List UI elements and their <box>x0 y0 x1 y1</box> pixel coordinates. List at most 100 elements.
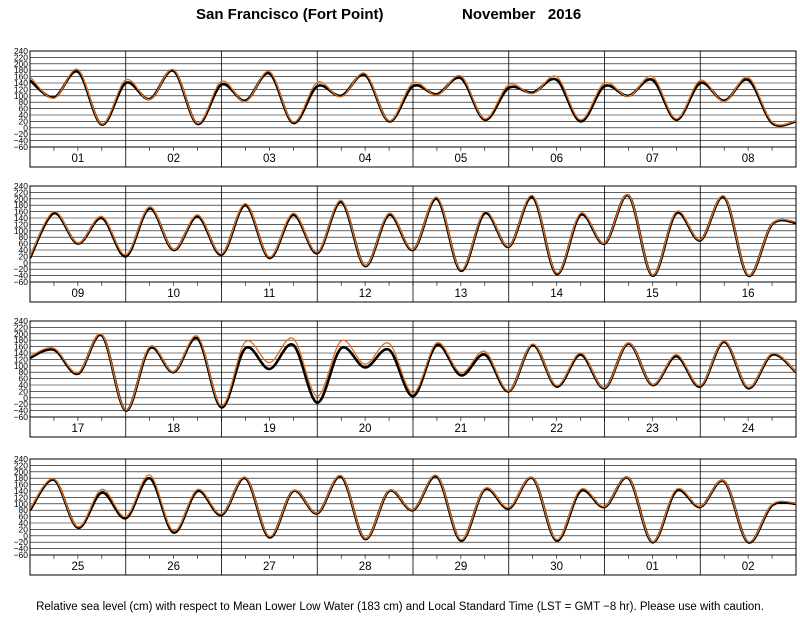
day-label: 23 <box>646 423 659 435</box>
y-tick-label: 240 <box>14 454 28 464</box>
y-tick-label: 40 <box>19 245 29 255</box>
y-tick-label: −60 <box>14 142 29 152</box>
y-tick-label: 220 <box>14 460 28 470</box>
day-label: 30 <box>550 561 563 573</box>
y-tick-label: 160 <box>14 72 28 82</box>
day-label: 06 <box>550 153 563 165</box>
y-tick-label: 120 <box>14 219 28 229</box>
day-label: 13 <box>454 288 467 300</box>
y-tick-label: 200 <box>14 329 28 339</box>
day-label: 18 <box>167 423 180 435</box>
period-label: November 2016 <box>462 6 582 23</box>
day-label: 29 <box>454 561 467 573</box>
y-tick-label: 200 <box>14 467 28 477</box>
y-tick-label: −20 <box>14 399 29 409</box>
y-tick-label: 140 <box>14 78 28 88</box>
y-tick-label: 20 <box>19 386 29 396</box>
day-label: 02 <box>167 153 180 165</box>
y-tick-label: 140 <box>14 348 28 358</box>
day-label: 12 <box>359 288 372 300</box>
y-tick-label: 200 <box>14 59 28 69</box>
y-tick-label: −60 <box>14 550 29 560</box>
tide-panel-1: 240220200180160140120100806040200−20−40−… <box>14 46 797 168</box>
day-label: 08 <box>742 153 755 165</box>
y-tick-label: 20 <box>19 251 29 261</box>
day-label: 20 <box>359 423 372 435</box>
y-tick-label: 60 <box>19 374 29 384</box>
day-label: 07 <box>646 153 659 165</box>
day-label: 14 <box>550 288 563 300</box>
y-tick-label: −40 <box>14 406 29 416</box>
day-label: 16 <box>742 288 755 300</box>
y-tick-label: 120 <box>14 492 28 502</box>
y-tick-label: 140 <box>14 486 28 496</box>
y-tick-label: 40 <box>19 110 29 120</box>
y-tick-label: 20 <box>19 116 29 126</box>
day-label: 25 <box>71 561 84 573</box>
y-tick-label: −40 <box>14 136 29 146</box>
y-tick-label: 0 <box>23 531 28 541</box>
y-tick-label: 60 <box>19 104 29 114</box>
day-label: 28 <box>359 561 372 573</box>
day-label: 02 <box>742 561 755 573</box>
y-tick-label: 180 <box>14 335 28 345</box>
y-tick-label: 40 <box>19 518 29 528</box>
day-label: 05 <box>454 153 467 165</box>
y-tick-label: 160 <box>14 207 28 217</box>
y-tick-label: 200 <box>14 194 28 204</box>
y-tick-label: 80 <box>19 232 29 242</box>
y-tick-label: 0 <box>23 123 28 133</box>
predicted-series-line <box>30 194 796 276</box>
y-tick-label: −20 <box>14 129 29 139</box>
y-tick-label: −60 <box>14 277 29 287</box>
day-label: 24 <box>742 423 755 435</box>
y-tick-label: −20 <box>14 537 29 547</box>
y-tick-label: 80 <box>19 367 29 377</box>
chart-title: San Francisco (Fort Point) November 2016 <box>0 6 800 26</box>
y-tick-label: 180 <box>14 473 28 483</box>
day-label: 15 <box>646 288 659 300</box>
y-tick-label: 0 <box>23 393 28 403</box>
y-tick-label: 180 <box>14 200 28 210</box>
day-label: 09 <box>71 288 84 300</box>
y-tick-label: 60 <box>19 239 29 249</box>
predicted-series-line <box>30 333 796 411</box>
station-name: San Francisco (Fort Point) <box>196 6 384 23</box>
y-tick-label: 220 <box>14 187 28 197</box>
y-tick-label: −60 <box>14 412 29 422</box>
day-label: 19 <box>263 423 276 435</box>
y-tick-label: 100 <box>14 91 28 101</box>
y-tick-label: 20 <box>19 524 29 534</box>
tide-chart: 240220200180160140120100806040200−20−40−… <box>14 46 797 576</box>
y-tick-label: 180 <box>14 65 28 75</box>
y-tick-label: 60 <box>19 512 29 522</box>
day-label: 27 <box>263 561 276 573</box>
y-tick-label: 100 <box>14 361 28 371</box>
y-tick-label: 0 <box>23 258 28 268</box>
day-label: 11 <box>263 288 275 300</box>
y-tick-label: 40 <box>19 380 29 390</box>
day-label: 22 <box>550 423 563 435</box>
tide-panel-3: 240220200180160140120100806040200−20−40−… <box>14 316 797 438</box>
predicted-series-line <box>30 474 796 543</box>
y-tick-label: 240 <box>14 181 28 191</box>
day-label: 21 <box>454 423 467 435</box>
day-label: 17 <box>71 423 84 435</box>
y-tick-label: 80 <box>19 505 29 515</box>
y-tick-label: 140 <box>14 213 28 223</box>
y-tick-label: 120 <box>14 84 28 94</box>
y-tick-label: 240 <box>14 46 28 56</box>
day-label: 04 <box>359 153 372 165</box>
y-tick-label: 100 <box>14 226 28 236</box>
y-tick-label: 220 <box>14 322 28 332</box>
day-label: 26 <box>167 561 180 573</box>
y-tick-label: 120 <box>14 354 28 364</box>
y-tick-label: −40 <box>14 271 29 281</box>
y-tick-label: 80 <box>19 97 29 107</box>
y-tick-label: 100 <box>14 499 28 509</box>
day-label: 01 <box>71 153 84 165</box>
footer-note: Relative sea level (cm) with respect to … <box>36 601 764 613</box>
y-tick-label: 220 <box>14 52 28 62</box>
y-tick-label: 160 <box>14 342 28 352</box>
y-tick-label: −40 <box>14 544 29 554</box>
